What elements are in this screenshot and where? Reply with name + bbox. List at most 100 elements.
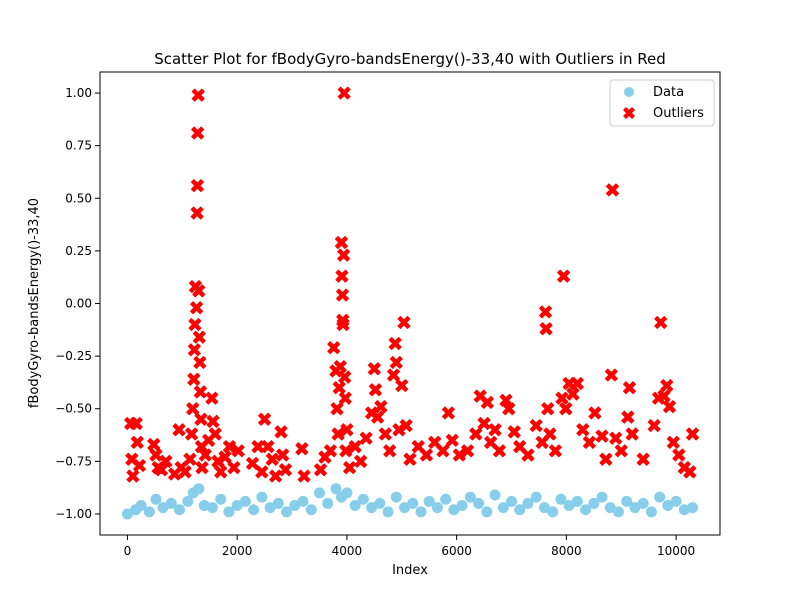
outlier-point bbox=[539, 305, 553, 319]
outlier-point bbox=[559, 402, 573, 416]
outlier-point bbox=[214, 465, 228, 479]
y-axis-title: fBodyGyro-bandsEnergy()-33,40 bbox=[27, 198, 42, 408]
data-point bbox=[522, 497, 534, 509]
outlier-point bbox=[194, 412, 208, 426]
data-point bbox=[305, 504, 317, 516]
outlier-point bbox=[621, 410, 635, 424]
outlier-point bbox=[378, 427, 392, 441]
outlier-point bbox=[452, 448, 466, 462]
outlier-point bbox=[588, 406, 602, 420]
outlier-point bbox=[368, 383, 382, 397]
outlier-point bbox=[205, 391, 219, 405]
outlier-point bbox=[258, 412, 272, 426]
outlier-point bbox=[683, 465, 697, 479]
outlier-point bbox=[548, 444, 562, 458]
data-point bbox=[341, 487, 353, 499]
outlier-point bbox=[445, 433, 459, 447]
outlier-point bbox=[269, 469, 283, 483]
legend-outliers-label: Outliers bbox=[653, 106, 704, 121]
data-point bbox=[588, 497, 600, 509]
data-point bbox=[637, 497, 649, 509]
outlier-point bbox=[354, 454, 368, 468]
outlier-point bbox=[397, 315, 411, 329]
data-point bbox=[239, 495, 251, 507]
data-point bbox=[135, 500, 147, 512]
data-point bbox=[349, 500, 361, 512]
outlier-point bbox=[126, 469, 140, 483]
outlier-point bbox=[192, 330, 206, 344]
data-point bbox=[621, 495, 633, 507]
data-point bbox=[687, 502, 699, 514]
outlier-point bbox=[159, 454, 173, 468]
outlier-point bbox=[419, 448, 433, 462]
x-tick-label: 8000 bbox=[551, 544, 582, 558]
data-point bbox=[174, 504, 186, 516]
data-point bbox=[357, 493, 369, 505]
x-tick-label: 6000 bbox=[441, 544, 472, 558]
outlier-point bbox=[314, 463, 328, 477]
outlier-point bbox=[388, 336, 402, 350]
outlier-point bbox=[488, 423, 502, 437]
data-point bbox=[547, 506, 559, 518]
data-point bbox=[423, 495, 435, 507]
outlier-point bbox=[666, 435, 680, 449]
outlier-point bbox=[570, 376, 584, 390]
data-point bbox=[415, 506, 427, 518]
outlier-point bbox=[403, 452, 417, 466]
outlier-point bbox=[399, 419, 413, 433]
outlier-point bbox=[359, 431, 373, 445]
legend-data-label: Data bbox=[653, 85, 684, 100]
outlier-point bbox=[261, 440, 275, 454]
data-point bbox=[654, 491, 666, 503]
outlier-point bbox=[154, 463, 168, 477]
outlier-point bbox=[183, 452, 197, 466]
data-layer bbox=[121, 483, 699, 520]
outlier-point bbox=[323, 444, 337, 458]
outlier-point bbox=[129, 416, 143, 430]
y-tick-label: 0.00 bbox=[65, 297, 92, 311]
outlier-point bbox=[622, 381, 636, 395]
y-axis: −1.00 −0.75 −0.50 −0.25 0.00 0.25 0.50 0.75 1.00 bbox=[55, 86, 100, 521]
data-point bbox=[143, 506, 155, 518]
data-point bbox=[150, 493, 162, 505]
legend-box bbox=[609, 79, 715, 127]
outlier-point bbox=[191, 126, 205, 140]
outlier-point bbox=[208, 427, 222, 441]
outlier-point bbox=[276, 448, 290, 462]
data-point bbox=[448, 504, 460, 516]
data-point bbox=[281, 506, 293, 518]
outlier-point bbox=[480, 395, 494, 409]
data-point bbox=[456, 500, 468, 512]
data-point bbox=[473, 497, 485, 509]
y-tick-label: 0.75 bbox=[65, 139, 92, 153]
data-point bbox=[563, 500, 575, 512]
outlier-point bbox=[576, 423, 590, 437]
data-point bbox=[604, 502, 616, 514]
outlier-point bbox=[374, 400, 388, 414]
outlier-point bbox=[541, 402, 555, 416]
outlier-point bbox=[332, 381, 346, 395]
data-point bbox=[256, 491, 268, 503]
data-point bbox=[193, 483, 205, 495]
outlier-point bbox=[231, 444, 245, 458]
outlier-point bbox=[278, 463, 292, 477]
outlier-point bbox=[502, 402, 516, 416]
outlier-point bbox=[147, 438, 161, 452]
data-point bbox=[596, 491, 608, 503]
y-tick-label: −0.25 bbox=[55, 349, 92, 363]
data-point bbox=[399, 502, 411, 514]
outlier-point bbox=[190, 206, 204, 220]
outlier-point bbox=[190, 301, 204, 315]
outlier-point bbox=[255, 465, 269, 479]
data-point bbox=[313, 487, 325, 499]
outlier-point bbox=[492, 444, 506, 458]
outlier-point bbox=[218, 450, 232, 464]
legend: Data Outliers bbox=[609, 79, 715, 127]
outlier-point bbox=[507, 425, 521, 439]
outlier-point bbox=[336, 288, 350, 302]
data-point bbox=[182, 495, 194, 507]
data-point bbox=[157, 502, 169, 514]
data-point bbox=[407, 497, 419, 509]
outlier-point bbox=[625, 427, 639, 441]
data-point bbox=[223, 506, 235, 518]
